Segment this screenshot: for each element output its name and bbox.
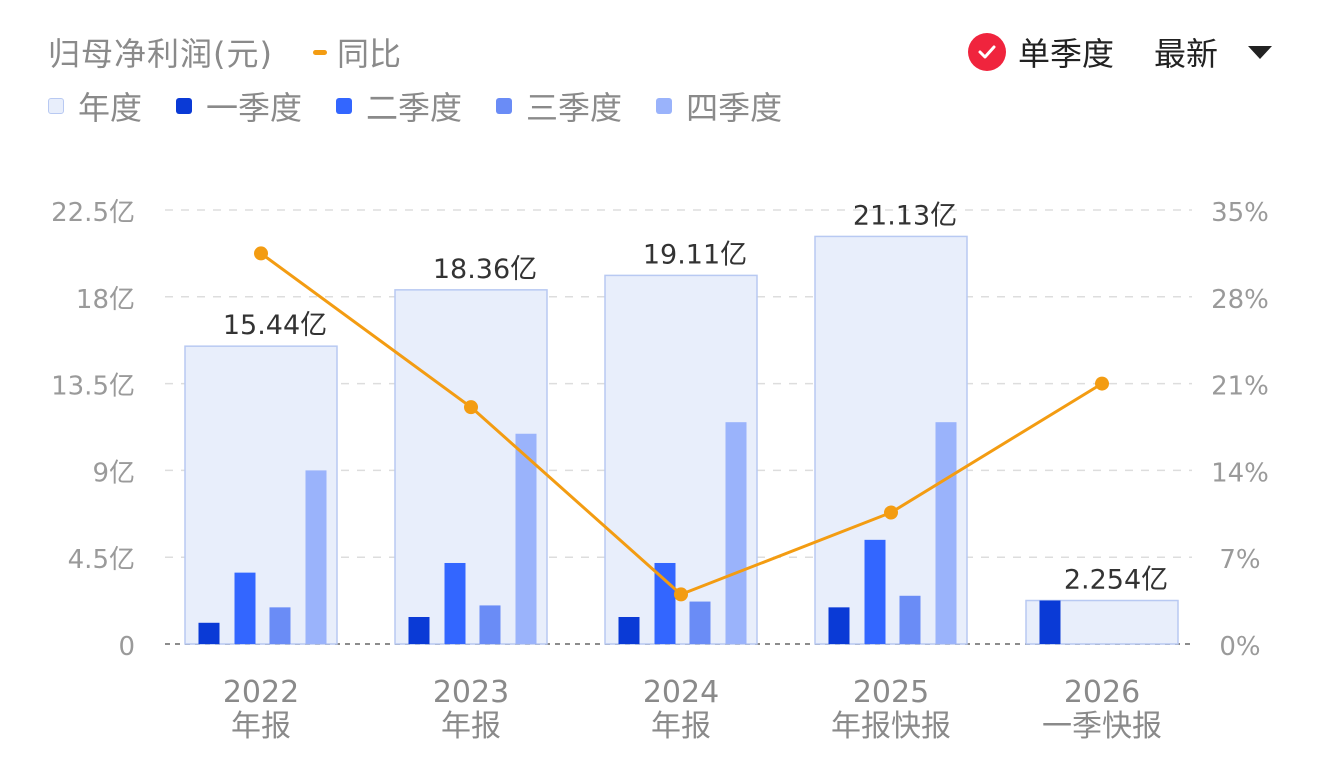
annual-value-label: 15.44亿 bbox=[223, 310, 327, 341]
quarter-bar-q4 bbox=[935, 422, 957, 644]
quarter-bar-q1 bbox=[1039, 600, 1061, 644]
yoy-legend-label[interactable]: 同比 bbox=[336, 35, 401, 73]
y-left-tick-label: 4.5亿 bbox=[68, 545, 135, 575]
legend-swatch-q2 bbox=[336, 98, 353, 114]
yoy-point bbox=[464, 400, 478, 415]
annual-value-label: 18.36亿 bbox=[433, 254, 537, 285]
quarter-bar-q4 bbox=[725, 422, 747, 644]
yoy-point bbox=[674, 587, 688, 602]
yoy-point bbox=[1095, 376, 1109, 391]
annual-value-label: 19.11亿 bbox=[643, 239, 747, 270]
quarter-bar-q2 bbox=[864, 539, 886, 644]
quarter-bar-q3 bbox=[479, 605, 501, 644]
legend-item-q3[interactable]: 三季度 bbox=[496, 83, 622, 129]
y-left-tick-label: 22.5亿 bbox=[51, 198, 135, 228]
latest-dropdown[interactable]: 最新 bbox=[1154, 29, 1272, 75]
x-tick-label-year: 2022 bbox=[223, 675, 299, 710]
legend-item-q1[interactable]: 一季度 bbox=[176, 83, 302, 129]
quarter-bar-q3 bbox=[689, 601, 711, 644]
quarter-bar-q3 bbox=[269, 607, 291, 644]
quarter-bar-q1 bbox=[618, 616, 640, 644]
y-right-tick-label: 28% bbox=[1211, 285, 1269, 315]
quarter-bar-q2 bbox=[444, 562, 466, 644]
quarter-bar-q4 bbox=[515, 433, 537, 644]
y-left-tick-label: 0 bbox=[118, 632, 135, 662]
legend-swatch-q1 bbox=[176, 98, 193, 114]
quarter-bar-q1 bbox=[408, 616, 430, 644]
yoy-line-swatch bbox=[312, 49, 327, 55]
x-tick-label-year: 2026 bbox=[1064, 675, 1140, 710]
y-right-tick-label: 14% bbox=[1211, 458, 1269, 488]
quarter-bar-q1 bbox=[828, 607, 850, 644]
y-right-tick-label: 35% bbox=[1211, 198, 1269, 228]
legend-item-q2[interactable]: 二季度 bbox=[336, 83, 462, 129]
legend-label-q2: 二季度 bbox=[366, 89, 463, 127]
legend-label-q4: 四季度 bbox=[686, 89, 783, 127]
legend-label-annual: 年度 bbox=[78, 89, 143, 127]
yoy-point bbox=[884, 505, 898, 520]
y-right-tick-label: 7% bbox=[1219, 545, 1260, 575]
caret-down-icon bbox=[1248, 45, 1272, 59]
legend-swatch-annual bbox=[48, 98, 64, 114]
y-left-tick-label: 9亿 bbox=[92, 458, 135, 488]
legend-top: 归母净利润(元) 同比 bbox=[48, 30, 401, 74]
quarterly-toggle-label[interactable]: 单季度 bbox=[1017, 35, 1114, 73]
y-left-tick-label: 18亿 bbox=[76, 285, 135, 315]
y-right-tick-label: 21% bbox=[1211, 372, 1269, 402]
legend-item-annual[interactable]: 年度 bbox=[48, 83, 142, 129]
x-tick-label-type: 年报 bbox=[231, 709, 291, 744]
y-right-tick-label: 0% bbox=[1219, 632, 1260, 662]
quarter-bar-q4 bbox=[305, 470, 327, 644]
legend-label-q3: 三季度 bbox=[526, 89, 623, 127]
controls: 单季度 最新 bbox=[967, 29, 1272, 75]
legend-series: 年度 一季度 二季度 三季度 四季度 bbox=[48, 84, 816, 128]
quarter-bar-q3 bbox=[899, 595, 921, 644]
annual-value-label: 21.13亿 bbox=[853, 200, 957, 231]
legend-swatch-q4 bbox=[656, 98, 673, 114]
latest-dropdown-label: 最新 bbox=[1153, 35, 1218, 73]
yoy-point bbox=[254, 246, 268, 261]
x-tick-label-type: 年报 bbox=[651, 709, 711, 744]
check-icon[interactable] bbox=[967, 33, 1006, 71]
chart-title: 归母净利润(元) bbox=[48, 35, 273, 73]
x-tick-label-year: 2023 bbox=[433, 675, 509, 710]
x-tick-label-type: 年报 bbox=[441, 709, 501, 744]
legend-item-q4[interactable]: 四季度 bbox=[656, 83, 782, 129]
y-left-tick-label: 13.5亿 bbox=[51, 372, 135, 402]
legend-swatch-q3 bbox=[496, 98, 513, 114]
x-tick-label-type: 一季快报 bbox=[1042, 709, 1162, 744]
annual-value-label: 2.254亿 bbox=[1064, 565, 1168, 596]
legend-label-q1: 一季度 bbox=[206, 89, 303, 127]
quarter-bar-q2 bbox=[234, 572, 256, 644]
quarter-bar-q1 bbox=[198, 622, 220, 644]
x-tick-label-year: 2025 bbox=[853, 675, 929, 710]
x-tick-label-type: 年报快报 bbox=[831, 709, 951, 744]
x-tick-label-year: 2024 bbox=[643, 675, 719, 710]
